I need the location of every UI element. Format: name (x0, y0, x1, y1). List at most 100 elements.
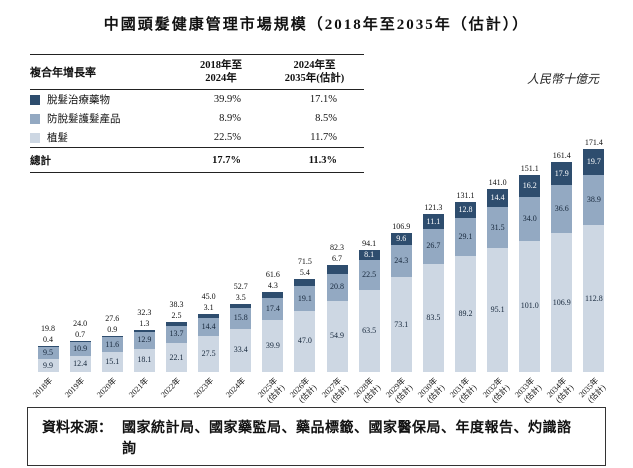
segment-value-label: 3.1 (203, 302, 214, 312)
bar-segment-hair-transplant: 95.1 (487, 248, 509, 372)
bar-segment-hair-transplant: 54.9 (326, 300, 348, 372)
cagr-total-row: 總計 17.7% 11.3% (30, 148, 364, 172)
bar-segment-hair-transplant: 73.1 (390, 277, 412, 372)
bar-total-label: 71.5 (297, 257, 312, 267)
bar-total-label: 94.1 (362, 238, 377, 248)
cagr-value: 17.1% (309, 94, 337, 106)
bar-segment-anti-hair-loss-products: 10.9 (69, 341, 91, 356)
bar-segment-hair-loss-drugs: 16.2 (519, 175, 541, 197)
legend-key: 防脫髮護髮產品 (30, 111, 177, 126)
segment-value-label: 47.0 (297, 336, 312, 346)
bar-segment-anti-hair-loss-products: 26.7 (422, 228, 444, 264)
bar-total-label: 82.3 (330, 242, 345, 252)
segment-value-label: 11.6 (105, 339, 120, 349)
table-rule (30, 89, 364, 91)
segment-value-label: 5.4 (299, 268, 310, 278)
segment-value-label: 6.7 (332, 253, 343, 263)
segment-value-label: 106.9 (552, 297, 571, 307)
bar-group: 38.3 2.5 13.7 22.1 2022年 (160, 128, 192, 399)
segment-value-label: 26.7 (426, 241, 441, 251)
bar-segment-hair-loss-drugs (230, 303, 252, 309)
segment-value-label: 63.5 (362, 325, 377, 335)
bar-segment-hair-loss-drugs (294, 279, 316, 287)
bar-segment-anti-hair-loss-products: 24.3 (390, 245, 412, 277)
bar-total-label: 151.1 (520, 164, 539, 174)
bar-group: 24.0 0.7 10.9 12.4 2019年 (63, 128, 96, 399)
anti-hair-loss-products-swatch-icon (30, 113, 40, 124)
cagr-value: 22.5% (213, 132, 241, 144)
cagr-column-2024-2035: 2024年至 2035年(估計) (265, 59, 364, 85)
segment-value-label: 9.9 (43, 360, 54, 370)
bar-segment-hair-loss-drugs (133, 330, 155, 332)
segment-value-label: 17.9 (554, 168, 569, 178)
bar-segment-anti-hair-loss-products: 29.1 (454, 218, 476, 256)
bar-total-label: 24.0 (73, 318, 88, 328)
source-label: 資料來源： (42, 421, 112, 436)
segment-value-label: 22.1 (169, 352, 184, 362)
cagr-table-title: 複合年增長率 (30, 67, 96, 80)
cagr-table: 複合年增長率 2018年至 2024年 2024年至 2035年(估計) 脫髮治… (30, 54, 364, 174)
legend-label: 防脫髮護髮產品 (47, 114, 121, 126)
bar-segment-hair-transplant: 106.9 (551, 233, 573, 372)
bar-segment-anti-hair-loss-products: 22.5 (358, 260, 380, 290)
segment-value-label: 54.9 (330, 331, 345, 341)
bar-total-label: 106.9 (392, 221, 411, 231)
bar-group: 27.6 0.9 11.6 15.1 2020年 (95, 128, 128, 399)
bar-group: 19.8 0.4 9.5 9.9 2018年 (31, 128, 64, 399)
segment-value-label: 12.8 (458, 204, 473, 214)
table-rule (30, 147, 364, 149)
bar-group: 151.1 16.2 34.0 101.0 2033年 (估計) (513, 128, 546, 404)
chart-title: 中國頭髮健康管理市場規模（2018年至2035年（估計）） (103, 17, 530, 33)
bar-segment-hair-transplant: 9.9 (37, 359, 59, 372)
segment-value-label: 2.5 (171, 311, 182, 321)
bar-segment-anti-hair-loss-products: 36.6 (551, 185, 573, 233)
bar-segment-hair-loss-drugs (262, 291, 284, 298)
legend-row-hair-transplant: 植髮 22.5% 11.7% (30, 128, 364, 147)
segment-value-label: 9.6 (396, 234, 407, 244)
bar-segment-hair-transplant: 112.8 (583, 225, 605, 372)
bar-total-label: 19.8 (41, 324, 56, 334)
segment-value-label: 95.1 (490, 305, 505, 315)
segment-value-label: 17.4 (265, 303, 280, 313)
bar-group: 131.1 12.8 29.1 89.2 2031年 (估計) (448, 128, 481, 405)
bar-group: 161.4 17.9 36.6 106.9 2034年 (估計) (545, 128, 578, 404)
bar-segment-hair-loss-drugs (326, 264, 348, 274)
bar-segment-anti-hair-loss-products: 13.7 (165, 325, 187, 344)
segment-value-label: 0.7 (75, 329, 86, 339)
bar-group: 141.0 14.4 31.5 95.1 2032年 (估計) (481, 128, 514, 405)
bar-segment-hair-loss-drugs: 19.7 (583, 149, 605, 175)
legend-label: 植髮 (47, 133, 68, 145)
bar-segment-hair-transplant: 12.4 (69, 355, 91, 372)
bar-total-label: 161.4 (552, 151, 571, 161)
bar-segment-hair-transplant: 89.2 (454, 256, 476, 372)
bar-total-label: 27.6 (105, 314, 120, 324)
segment-value-label: 0.9 (107, 325, 118, 335)
bar-segment-anti-hair-loss-products: 9.5 (37, 346, 59, 360)
bar-segment-anti-hair-loss-products: 19.1 (294, 286, 316, 311)
bar-total-label: 38.3 (169, 300, 184, 310)
bar-group: 94.1 8.1 22.5 63.5 2028年 (估計) (352, 128, 385, 405)
bar-total-label: 131.1 (456, 190, 475, 200)
segment-value-label: 31.5 (490, 222, 505, 232)
segment-value-label: 27.5 (201, 349, 216, 359)
bar-segment-anti-hair-loss-products: 31.5 (487, 207, 509, 249)
segment-value-label: 1.3 (139, 319, 150, 329)
bar-group: 52.7 3.5 15.8 33.4 2024年 (224, 128, 257, 399)
bar-segment-hair-transplant: 39.9 (262, 320, 284, 372)
cagr-total-value: 17.7% (212, 154, 241, 166)
bar-segment-hair-loss-drugs (198, 313, 220, 318)
bar-segment-hair-loss-drugs: 17.9 (551, 162, 573, 186)
bar-segment-anti-hair-loss-products: 12.9 (133, 331, 155, 349)
segment-value-label: 101.0 (520, 301, 539, 311)
cagr-column-line: 2024年至 (293, 60, 336, 71)
segment-value-label: 34.0 (522, 213, 537, 223)
bar-total-label: 121.3 (424, 203, 443, 213)
bar-segment-hair-transplant: 47.0 (294, 310, 316, 372)
unit-note: 人民幣十億元 (526, 72, 599, 86)
bar-segment-hair-loss-drugs (165, 322, 187, 326)
legend-row-anti-hair-loss-products: 防脫髮護髮產品 8.9% 8.5% (30, 109, 364, 128)
hair-loss-drugs-swatch-icon (30, 94, 40, 105)
bar-total-label: 32.3 (137, 308, 152, 318)
bar-segment-anti-hair-loss-products: 14.4 (198, 317, 220, 337)
